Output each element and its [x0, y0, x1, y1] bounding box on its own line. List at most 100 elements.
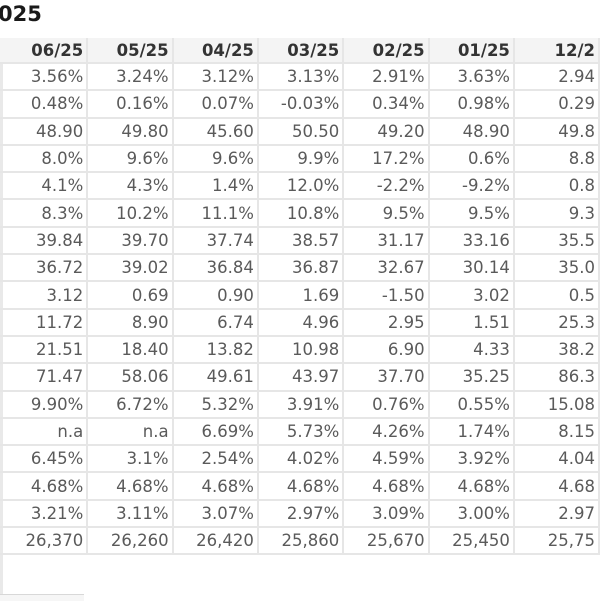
table-row: 0.48% 0.16% 0.07% -0.03% 0.34% 0.98% 0.29	[0, 91, 600, 119]
table-cell: 0.07%	[173, 91, 259, 119]
table-cell: 4.68%	[0, 473, 89, 501]
table-cell: 0.29	[514, 91, 600, 119]
table-cell: 0.5	[514, 282, 600, 310]
table-cell: 10.8%	[258, 200, 345, 228]
table-cell: 3.12	[0, 282, 89, 310]
table-cell: 25,860	[258, 528, 345, 556]
table-row: 8.3% 10.2% 11.1% 10.8% 9.5% 9.5% 9.3	[0, 200, 600, 228]
table-cell: 38.57	[258, 227, 345, 256]
table-cell: 3.02	[429, 282, 515, 310]
table-cell: 43.97	[258, 364, 345, 392]
table-cell: 4.68%	[344, 473, 430, 501]
horizontal-scrollbar[interactable]	[0, 594, 84, 601]
column-header[interactable]: 05/25	[88, 38, 174, 64]
table-cell: 35.0	[514, 255, 600, 283]
table-cell: 11.72	[0, 309, 89, 337]
table-cell: 6.74	[173, 309, 259, 337]
table-cell: 50.50	[258, 118, 345, 146]
table-cell: 37.70	[344, 364, 430, 392]
table-cell: 2.95	[344, 309, 430, 337]
table-cell: 6.72%	[88, 391, 174, 419]
table-cell: n.a	[88, 418, 174, 447]
table-row: 26,370 26,260 26,420 25,860 25,670 25,450 25,7…	[0, 528, 600, 556]
table-cell: 25.3	[514, 309, 600, 337]
table-cell: 3.09%	[344, 500, 430, 529]
left-edge-border	[0, 38, 3, 598]
table-cell: 4.68%	[429, 473, 515, 501]
table-cell: 0.55%	[429, 391, 515, 419]
table-row: 11.72 8.90 6.74 4.96 2.95 1.51 25.3	[0, 309, 600, 337]
table-cell: 4.26%	[344, 418, 430, 447]
table-row: 71.47 58.06 49.61 43.97 37.70 35.25 86.3	[0, 364, 600, 392]
table-row: 8.0% 9.6% 9.6% 9.9% 17.2% 0.6% 8.8	[0, 145, 600, 174]
column-header[interactable]: 06/25	[0, 38, 89, 64]
table-cell: 0.69	[88, 282, 174, 310]
table-cell: -1.50	[344, 282, 430, 310]
column-header[interactable]: 02/25	[344, 38, 430, 64]
table-cell: 4.04	[514, 446, 600, 474]
table-cell: 8.3%	[0, 200, 89, 228]
table-cell: 1.74%	[429, 418, 515, 447]
table-cell: 4.02%	[258, 446, 345, 474]
table-cell: 11.1%	[173, 200, 259, 228]
table-cell: 3.07%	[173, 500, 259, 529]
table-cell: 6.45%	[0, 446, 89, 474]
table-cell: -9.2%	[429, 173, 515, 201]
table-cell: 18.40	[88, 336, 174, 365]
table-cell: 1.51	[429, 309, 515, 337]
table-cell: 0.8	[514, 173, 600, 201]
header-row: 06/25 05/25 04/25 03/25 02/25 01/25 12/2	[0, 38, 600, 64]
table-cell: 39.02	[88, 255, 174, 283]
table-cell: 4.33	[429, 336, 515, 365]
table-cell: 8.8	[514, 145, 600, 174]
table-cell: 48.90	[429, 118, 515, 146]
table-cell: 49.8	[514, 118, 600, 146]
table-cell: -0.03%	[258, 91, 345, 119]
table-cell: 2.94	[514, 64, 600, 92]
table-cell: 3.92%	[429, 446, 515, 474]
table-cell: 25,75	[514, 528, 600, 556]
table-cell: 38.2	[514, 336, 600, 365]
column-header[interactable]: 12/2	[514, 38, 600, 64]
table-cell: 1.4%	[173, 173, 259, 201]
table-cell: 12.0%	[258, 173, 345, 201]
table-cell: 3.00%	[429, 500, 515, 529]
table-cell: 0.16%	[88, 91, 174, 119]
table-cell: 4.68%	[173, 473, 259, 501]
table-cell: 86.3	[514, 364, 600, 392]
table-cell: 2.54%	[173, 446, 259, 474]
table-cell: 9.6%	[88, 145, 174, 174]
table-cell: 39.84	[0, 227, 89, 256]
table-cell: 3.11%	[88, 500, 174, 529]
table-cell: 25,450	[429, 528, 515, 556]
table-cell: 30.14	[429, 255, 515, 283]
table-cell: 49.80	[88, 118, 174, 146]
table-cell: 6.69%	[173, 418, 259, 447]
table-cell: 3.13%	[258, 64, 345, 92]
table-cell: 10.98	[258, 336, 345, 365]
table-cell: 15.08	[514, 391, 600, 419]
table-cell: 26,370	[0, 528, 89, 556]
column-header[interactable]: 01/25	[429, 38, 515, 64]
table-cell: 4.1%	[0, 173, 89, 201]
table-cell: 6.90	[344, 336, 430, 365]
column-header[interactable]: 03/25	[258, 38, 345, 64]
table-cell: 45.60	[173, 118, 259, 146]
table-cell: -2.2%	[344, 173, 430, 201]
table-cell: 3.21%	[0, 500, 89, 529]
table-cell: 21.51	[0, 336, 89, 365]
table-cell: 36.87	[258, 255, 345, 283]
table-row: 4.68% 4.68% 4.68% 4.68% 4.68% 4.68% 4.68	[0, 473, 600, 501]
table-row: 21.51 18.40 13.82 10.98 6.90 4.33 38.2	[0, 336, 600, 365]
table-cell: 25,670	[344, 528, 430, 556]
table-cell: 48.90	[0, 118, 89, 146]
table-row: n.a n.a 6.69% 5.73% 4.26% 1.74% 8.15	[0, 418, 600, 447]
table-row: 9.90% 6.72% 5.32% 3.91% 0.76% 0.55% 15.08	[0, 391, 600, 419]
table-body: 3.56% 3.24% 3.12% 3.13% 2.91% 3.63% 2.94 0.48% 0…	[0, 64, 600, 556]
table-cell: 0.6%	[429, 145, 515, 174]
table-cell: 8.15	[514, 418, 600, 447]
table-cell: 3.1%	[88, 446, 174, 474]
column-header[interactable]: 04/25	[173, 38, 259, 64]
table-row: 3.21% 3.11% 3.07% 2.97% 3.09% 3.00% 2.97	[0, 500, 600, 529]
page-title: 025	[0, 2, 42, 26]
